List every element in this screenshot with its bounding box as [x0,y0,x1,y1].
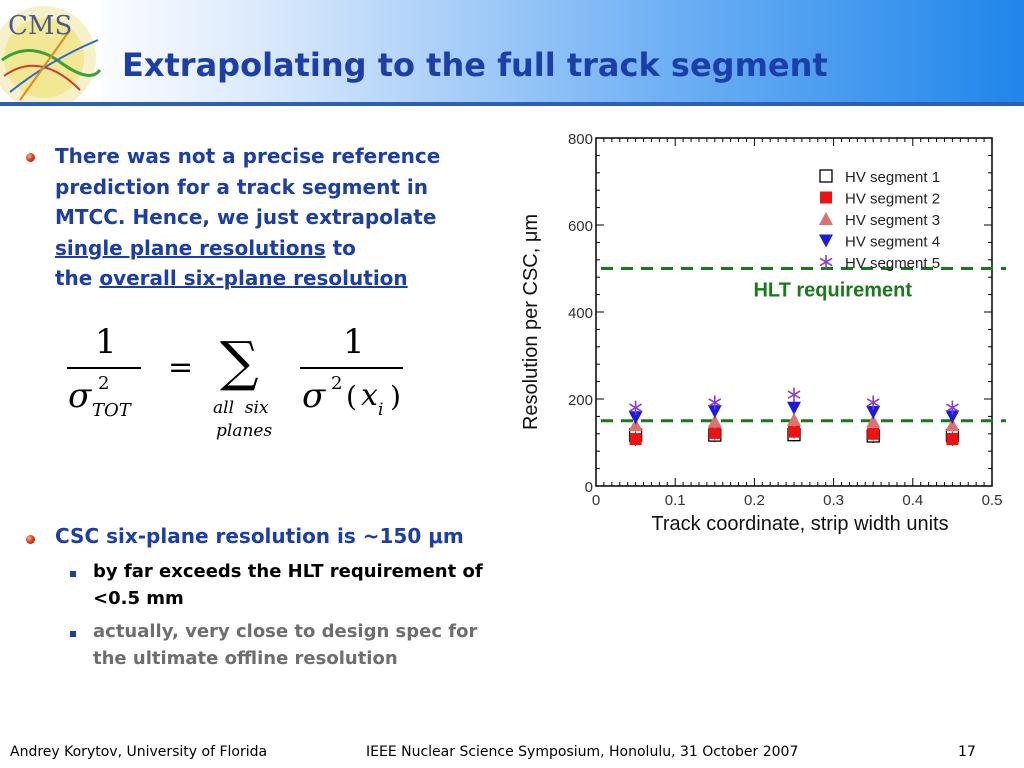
formula-rhs-sigma: σ [302,376,326,416]
formula-equals: = [168,350,194,385]
bullet-text-2: CSC six-plane resolution is ~150 μm [55,524,464,548]
x-tick-label: 0.4 [902,492,923,509]
legend-label: HV segment 3 [845,212,940,229]
data-point [707,405,722,419]
data-point [866,414,881,428]
data-point [629,433,642,446]
link-overall-six-plane-resolution[interactable]: overall six-plane resolution [99,266,408,290]
data-point [628,418,643,432]
footer-page-number: 17 [958,744,976,760]
legend-label: HV segment 2 [845,191,940,208]
fraction-bar [67,367,141,369]
formula-lhs-numerator: 1 [95,322,117,362]
x-axis-label: Track coordinate, strip width units [651,513,948,535]
legend-label: HV segment 4 [845,234,940,251]
x-tick-label: 0.2 [744,492,765,509]
data-point [787,401,801,415]
x-tick-label: 0.5 [982,492,1003,509]
bullet-line: MTCC. Hence, we just extrapolate [55,205,437,229]
bullet-text-1: There was not a precise reference predic… [55,141,505,294]
legend-marker [819,234,833,248]
sub-bullet-2: actually, very close to design spec for … [93,618,543,672]
data-point [628,411,643,425]
y-tick-label: 600 [568,218,593,235]
logo-text: CMS [8,11,72,41]
formula: 1 σ 2 TOT = ∑ all six planes 1 σ 2 ( x i… [0,0,403,441]
footer-author: Andrey Korytov, University of Florida [10,744,268,760]
square-bullet-icon [70,631,76,637]
footer-event: IEEE Nuclear Science Symposium, Honolulu… [366,744,799,760]
formula-x: x [361,378,378,413]
formula-sum-lower: all six [213,398,269,418]
x-tick-label: 0.3 [823,492,844,509]
sub-bullet-line: actually, very close to design spec for [93,621,478,642]
bullet-line: prediction for a track segment in [55,174,428,199]
data-point [787,387,801,402]
square-bullet-icon [70,571,76,577]
cms-logo: CMS [0,0,102,102]
data-point [629,400,643,415]
data-point [866,406,881,420]
data-point [708,426,721,439]
resolution-chart: 0 0.1 0.2 0.3 0.4 0.5 0 200 400 600 800 Track coord… [520,131,1006,535]
formula-sum-symbol: ∑ [220,330,259,393]
bullet-icon [26,153,35,162]
formula-rhs-exponent: 2 [331,373,343,394]
title-underline [0,102,1024,106]
bullet-text-the: the [55,266,100,290]
fraction-bar [300,367,403,369]
sub-bullet-1: by far exceeds the HLT requirement of <0… [93,558,543,612]
y-tick-label: 400 [568,305,593,322]
bullet-text-to: to [325,235,356,260]
bullet-icon [26,535,35,544]
x-tick-label: 0.1 [665,492,686,509]
y-axis-label: Resolution per CSC, μm [520,214,542,430]
formula-rhs-numerator: 1 [343,322,365,362]
legend-marker [820,191,832,204]
title-bar [0,0,1024,102]
legend-marker [819,212,833,225]
sub-bullet-line: the ultimate offline resolution [93,648,398,669]
formula-lhs-subscript: TOT [92,400,131,421]
formula-sum-lower-2: planes [216,421,273,441]
sub-bullet-line: by far exceeds the HLT requirement of [93,561,483,582]
legend-marker [819,169,833,183]
data-point [866,395,880,410]
x-tick-label: 0 [592,492,600,509]
y-tick-label: 800 [568,131,593,148]
slide-title: Extrapolating to the full track segment [122,46,828,84]
y-tick-label: 200 [568,392,593,409]
legend-label: HV segment 5 [845,255,940,272]
formula-paren-open: ( [346,380,357,413]
data-point [867,427,880,440]
data-point [945,410,960,424]
formula-subscript-i: i [378,400,384,420]
link-single-plane-resolutions[interactable]: single plane resolutions [55,235,326,260]
reference-line-label: HLT requirement [753,280,912,302]
data-point [946,433,959,446]
formula-lhs-sigma: σ [68,376,92,416]
data-point [787,412,801,426]
data-point [707,414,722,428]
sub-bullet-line: <0.5 mm [93,588,184,609]
y-tick-label: 0 [585,479,593,496]
data-point [945,400,959,415]
legend-marker [819,255,833,269]
bullet-line: There was not a precise reference [55,144,441,168]
data-point [945,418,960,432]
formula-paren-close: ) [390,380,401,413]
formula-lhs-exponent: 2 [98,373,110,394]
data-point [708,395,722,410]
legend-label: HV segment 1 [845,169,940,186]
data-point [788,425,800,438]
